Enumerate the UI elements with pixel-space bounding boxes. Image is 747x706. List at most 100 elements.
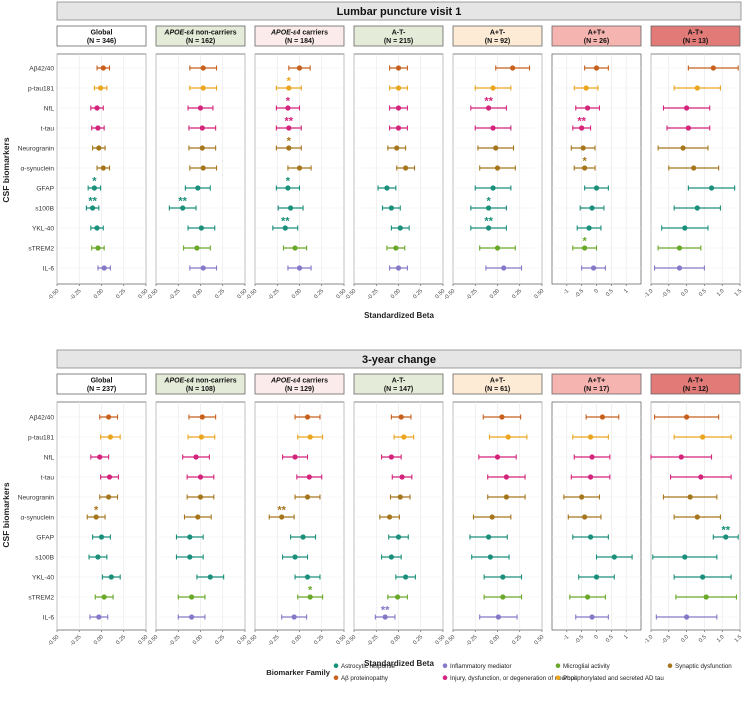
point-estimate [106,474,113,480]
significance-star: ** [178,196,187,208]
panel-strip [56,373,147,395]
point-estimate [388,454,394,460]
panel-strip [254,25,345,47]
tick-label: 0.5 [698,634,708,644]
significance-star: * [287,136,292,148]
point-estimate [388,205,394,211]
tick-label: 0.25 [115,634,127,646]
point-estimate [300,534,306,540]
tick-label: -0.25 [69,288,82,301]
significance-star: ** [721,525,730,537]
panel: A+T-(N = 61) -0.50 -0.25 0.00 0.25 0.50 [443,373,545,647]
point-estimate [388,554,394,560]
point-estimate [593,574,600,580]
point-estimate [587,534,594,540]
tick-label: 0 [593,634,599,640]
point-estimate [200,265,206,271]
point-estimate [292,245,298,251]
tick-label: 0.5 [605,288,615,298]
section-title: Lumbar puncture visit 1 [337,6,462,18]
point-estimate [189,594,195,600]
point-estimate [288,205,294,211]
point-estimate [197,494,204,500]
tick-label: -0.25 [168,288,181,301]
panel-strip [254,373,345,395]
panel-n: (N = 237) [87,386,116,393]
biomarker-label: α-synuclein [21,166,55,173]
biomarker-label: sTREM2 [28,595,54,602]
panel: APOE-ε4 carriers(N = 129) -0.50 -0.25 0.00 0… [245,373,347,647]
significance-star: * [287,76,292,88]
point-estimate [286,125,292,131]
point-estimate [487,554,493,560]
point-estimate [691,165,697,171]
legend-label: Astrocytic response [341,663,396,670]
tick-label: -0.25 [168,634,181,647]
point-estimate [684,105,690,111]
point-estimate [490,185,496,191]
panel: Global(N = 237) -0.50 -0.25 0.00 0.25 0.50 * [47,373,149,647]
point-estimate [304,494,311,500]
point-estimate [306,474,312,480]
tick-label: -1.0 [643,288,654,299]
tick-label: 1 [623,634,629,640]
point-estimate [98,534,105,540]
point-estimate [585,105,591,111]
point-estimate [207,574,213,580]
panel-strip [155,373,246,395]
point-estimate [197,105,204,111]
tick-label: 1.0 [716,634,726,644]
point-estimate [200,85,206,91]
point-estimate [587,434,594,440]
point-estimate [503,474,509,480]
section-title-bar [56,1,742,21]
section-title: 3-year change [362,354,436,366]
panel-n: (N = 162) [186,38,215,45]
point-estimate [91,185,97,191]
point-estimate [199,125,205,131]
legend-marker [667,663,673,668]
point-estimate [589,205,595,211]
tick-label: 0.00 [93,634,105,646]
tick-label: -0.50 [344,634,357,647]
point-estimate [285,105,291,111]
point-estimate [395,594,401,600]
biomarker-label: GFAP [36,535,54,542]
tick-label: 0.25 [511,288,523,300]
tick-label: -0.5 [574,634,585,645]
panel: APOE-ε4 non-carriers(N = 108) -0.50 -0.25 0… [146,373,248,647]
tick-label: 0.25 [412,288,424,300]
point-estimate [108,574,114,580]
significance-star: ** [577,116,586,128]
significance-star: * [582,236,587,248]
tick-label: 0.25 [313,634,325,646]
tick-label: 1.5 [734,634,744,644]
panel-n: (N = 13) [683,38,708,45]
point-estimate [590,265,597,271]
x-axis-title: Standardized Beta [364,659,434,668]
point-estimate [500,594,506,600]
point-estimate [499,414,505,420]
significance-star: ** [484,216,493,228]
point-estimate [579,494,585,500]
point-estimate [403,165,409,171]
point-estimate [292,554,298,560]
tick-label: 0.50 [434,634,446,646]
point-estimate [694,205,700,211]
point-estimate [493,145,499,151]
significance-star: * [92,176,97,188]
tick-label: -1.0 [643,634,654,645]
point-estimate [700,574,706,580]
point-estimate [401,434,407,440]
significance-star: ** [285,116,294,128]
point-estimate [101,594,107,600]
point-estimate [398,414,404,420]
tick-label: 0.00 [390,288,402,300]
panel-label: A+T- [490,30,506,37]
point-estimate [395,105,402,111]
panel-label: A-T- [392,378,406,385]
significance-star: ** [88,196,97,208]
point-estimate [96,145,102,151]
tick-label: -1 [562,634,570,642]
biomarker-label: GFAP [36,186,54,193]
